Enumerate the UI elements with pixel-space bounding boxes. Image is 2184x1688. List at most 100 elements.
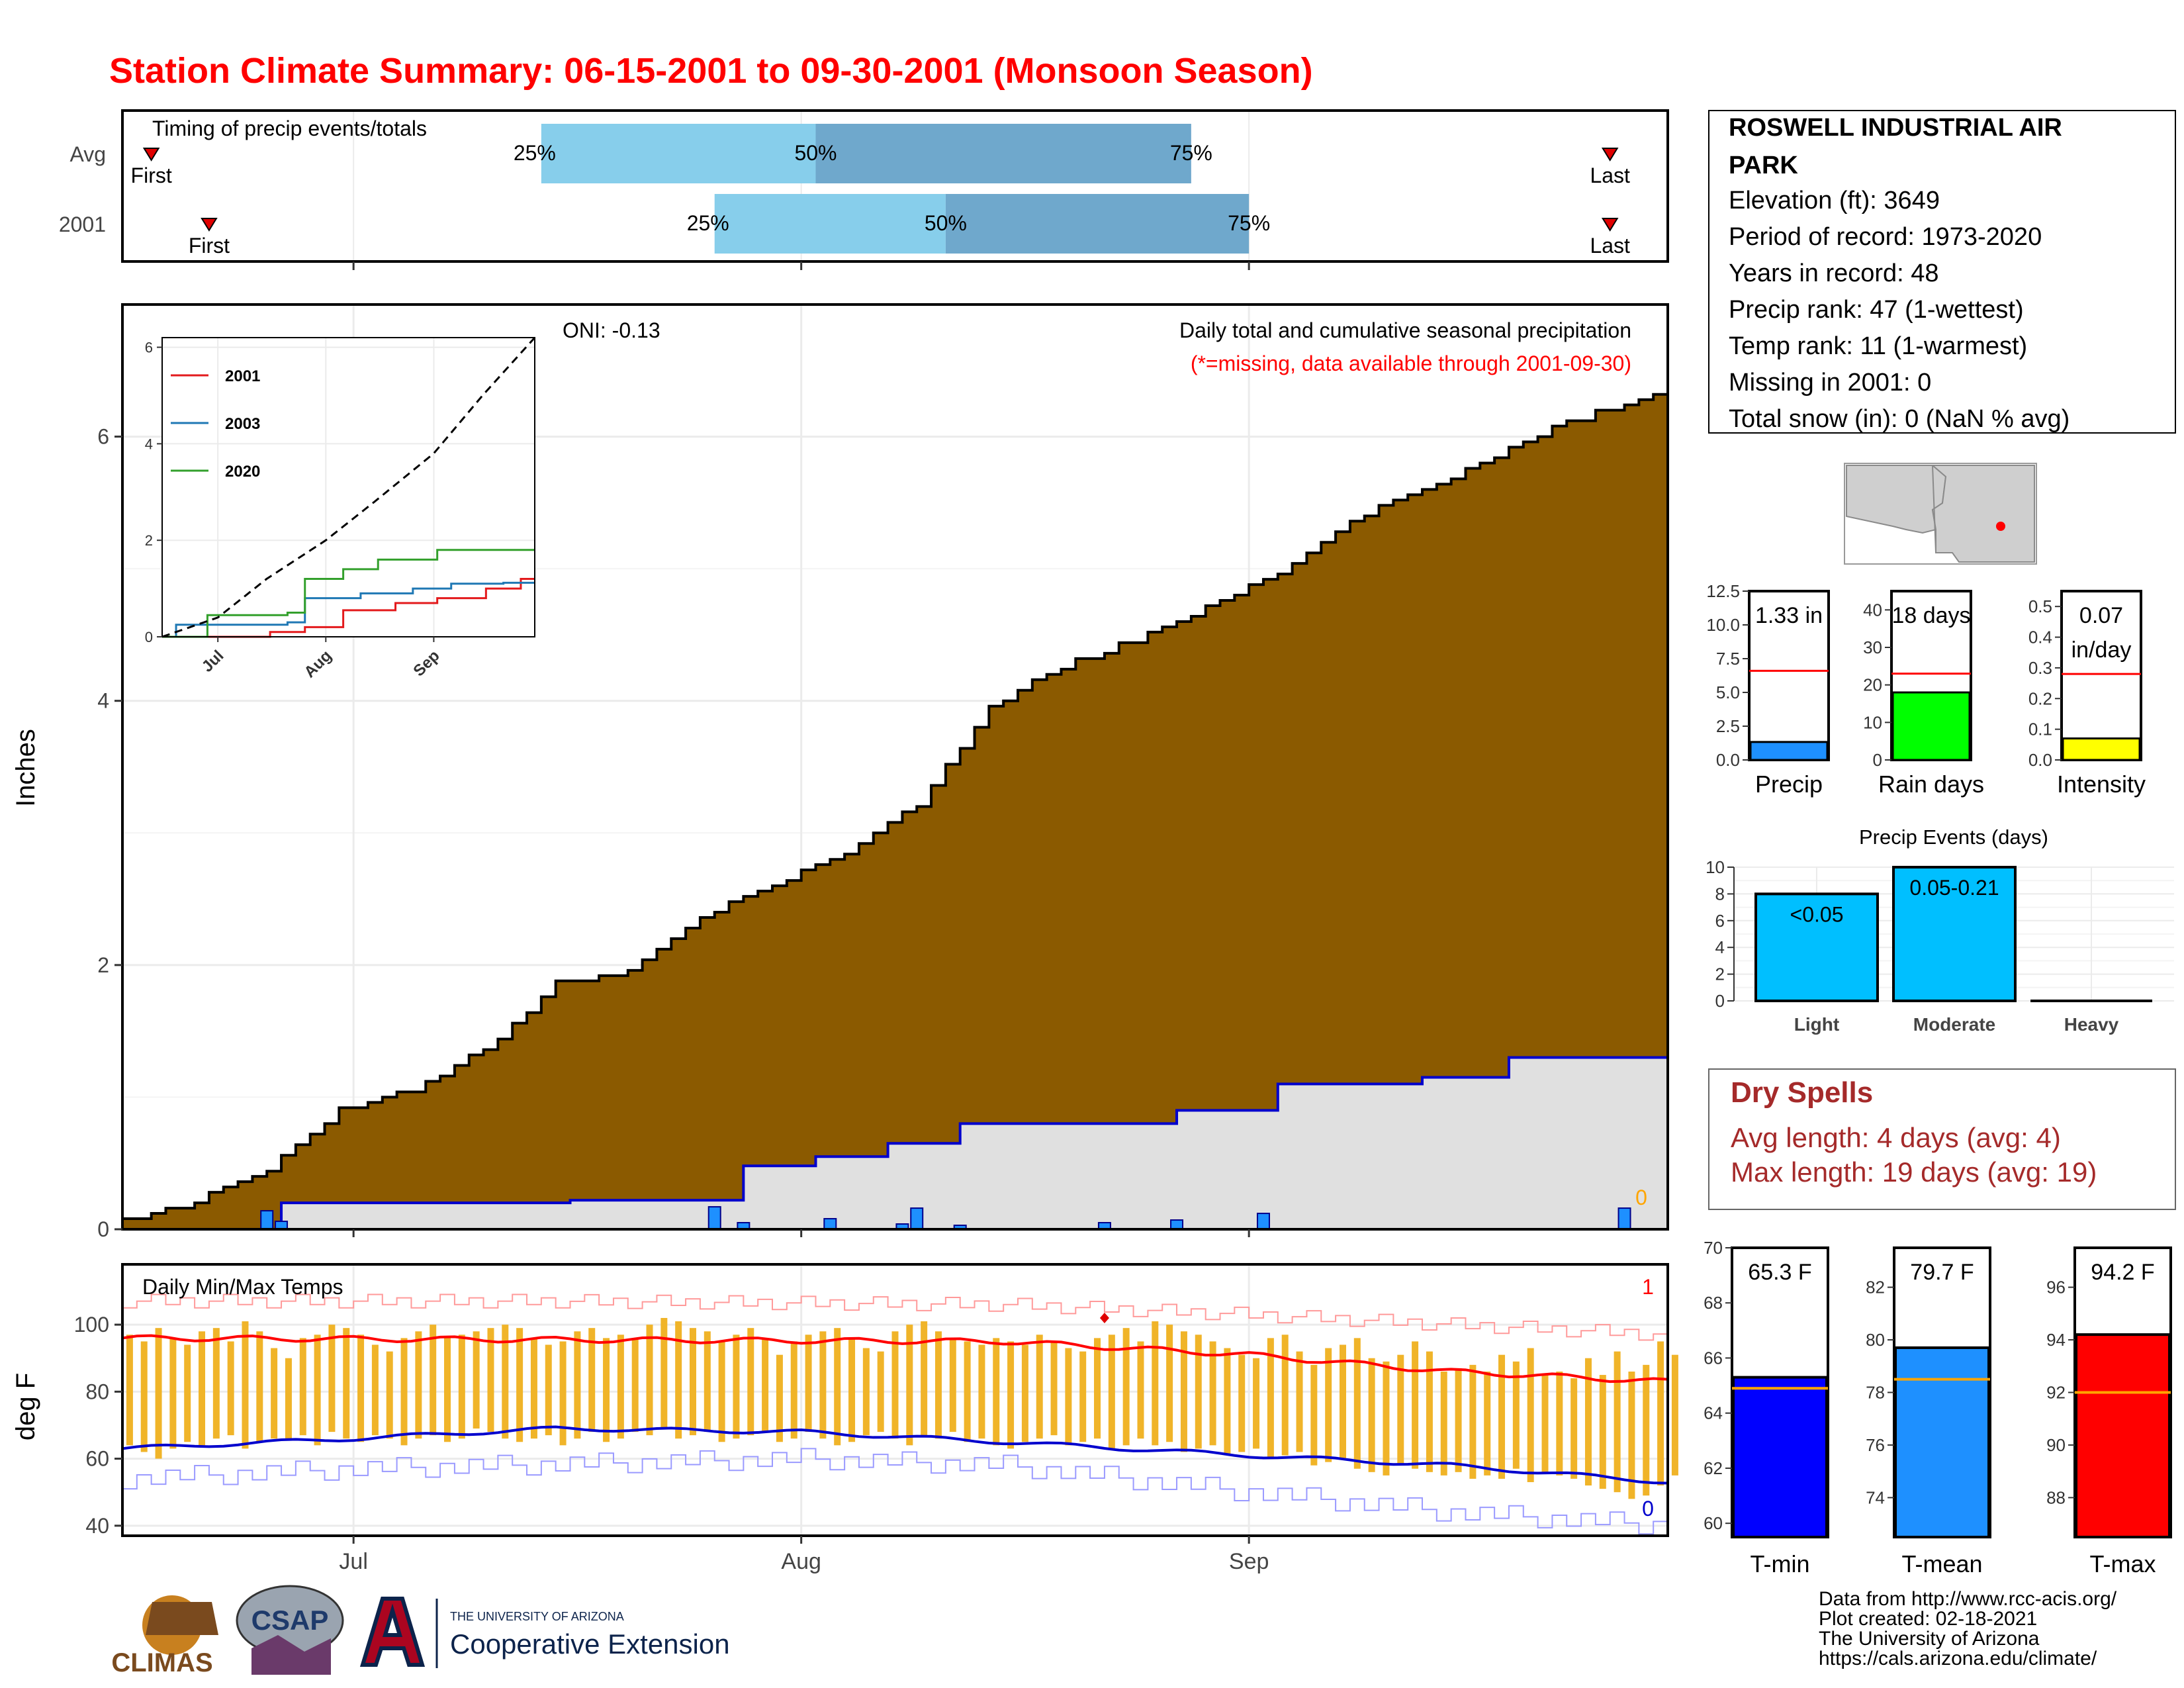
daily-temp-bar: [704, 1331, 711, 1432]
daily-temp-bar: [1209, 1341, 1216, 1446]
daily-temp-bar: [1079, 1351, 1087, 1442]
daily-temp-bar: [689, 1328, 696, 1436]
tempbar-label: T-mean: [1901, 1550, 1982, 1577]
daily-temp-bar: [1238, 1354, 1246, 1452]
events-ytick-label: 2: [1715, 964, 1725, 984]
precip-ylabel: Inches: [11, 729, 40, 807]
timing-label-q50: 50%: [794, 141, 837, 165]
daily-precip-bar: [910, 1207, 924, 1231]
minibar-ytick-label: 0.2: [2028, 688, 2052, 708]
climas-wordmark: CLIMAS: [111, 1648, 212, 1677]
precip-ytick-label: 6: [97, 425, 109, 449]
events-bar: [1754, 892, 1879, 1003]
credit-line-2: Plot created: 02-18-2021: [1819, 1608, 2037, 1630]
timing-label-q50: 50%: [925, 211, 967, 235]
daily-temp-bar: [1397, 1354, 1404, 1466]
logos: CLIMAS CSAP THE UNIVERSITY OF ARIZONA Co…: [111, 1585, 730, 1677]
daily-temp-bar: [444, 1338, 451, 1442]
station-detail-line: Period of record: 1973-2020: [1729, 223, 2042, 251]
events-title: Precip Events (days): [1859, 825, 2048, 849]
events-bar: [1892, 866, 2017, 1002]
missing-count: 0: [1635, 1186, 1647, 1209]
temp-ylabel: deg F: [11, 1373, 40, 1440]
daily-temp-bar: [1440, 1371, 1447, 1476]
inset-border: [161, 337, 535, 637]
daily-temp-bar: [314, 1335, 321, 1446]
daily-temp-bar: [1166, 1325, 1173, 1442]
tempbar-ytick-label: 80: [1866, 1330, 1885, 1350]
station-info: ROSWELL INDUSTRIAL AIR PARK Elevation (ft)…: [1708, 110, 2176, 434]
daily-temp-bar: [140, 1341, 148, 1452]
daily-temp-bar: [256, 1331, 263, 1442]
tempbar-ytick-label: 76: [1866, 1435, 1885, 1455]
daily-temp-bar: [357, 1335, 365, 1442]
temp-frame: [121, 1263, 1669, 1537]
tempbar-ytick-label: 88: [2046, 1487, 2066, 1507]
events-ytick-label: 4: [1715, 937, 1725, 957]
minibar-frame: [2060, 590, 2142, 761]
inset-series-avg: [161, 336, 536, 638]
events-ytick-label: 0: [1715, 991, 1725, 1011]
daily-temp-bar: [1570, 1378, 1578, 1479]
minibar-ytick-label: 10.0: [1706, 615, 1740, 635]
events-category-label: Light: [1794, 1014, 1839, 1035]
precip-title: Daily total and cumulative seasonal prec…: [1179, 318, 1631, 342]
station-frame: [1708, 110, 2176, 434]
cumulative-current-line: [122, 389, 1669, 1221]
minibar-value-bar: [1891, 691, 1971, 761]
daily-temp-bar: [1643, 1364, 1650, 1496]
minibar-value-text: 0.07: [2079, 603, 2123, 628]
daily-temp-bar: [949, 1338, 956, 1432]
inset-legend-label: 2003: [225, 415, 260, 433]
record-high-count: 1: [1642, 1275, 1654, 1299]
tempbar-label: T-max: [2089, 1550, 2156, 1577]
daily-temp-bar: [1383, 1361, 1390, 1476]
precip-ytick-label: 2: [97, 953, 109, 977]
daily-temp-bar: [805, 1335, 812, 1432]
daily-temp-bar: [762, 1338, 769, 1432]
daily-temp-bar: [328, 1325, 336, 1432]
daily-temp-bar: [1224, 1348, 1231, 1456]
daily-temp-bar: [1122, 1328, 1130, 1446]
events-category-label: Moderate: [1913, 1014, 1995, 1035]
record-high-marker-icon: [1099, 1312, 1109, 1323]
tempbar-ytick-label: 92: [2046, 1383, 2066, 1403]
timing-bar-q50-q75: [945, 194, 1250, 254]
daily-temp-bar: [1021, 1344, 1028, 1442]
credit-line-3: The University of Arizona: [1819, 1628, 2040, 1650]
page-title: Station Climate Summary: 06-15-2001 to 0…: [109, 51, 1313, 91]
timing-label-q75: 75%: [1170, 141, 1212, 165]
timing-label-q25: 25%: [514, 141, 556, 165]
tempbar-ytick-label: 90: [2046, 1435, 2066, 1455]
tempbar-value-text: 79.7 F: [1910, 1260, 1974, 1285]
state-border-line: [1932, 465, 1936, 553]
timing-bar-q25-q50: [541, 124, 816, 183]
daily-temp-bar: [1527, 1348, 1534, 1483]
daily-temp-bar: [1310, 1364, 1318, 1466]
daily-precip-bar: [1256, 1213, 1270, 1230]
daily-temp-bar: [1628, 1371, 1635, 1499]
record-low-line: [122, 1448, 1668, 1535]
tempbar-ytick-label: 94: [2046, 1330, 2066, 1350]
daily-temp-bar: [458, 1335, 465, 1439]
daily-temp-bar: [1498, 1354, 1506, 1479]
minibar-value-text: 1.33 in: [1755, 603, 1823, 628]
location-map: [1844, 463, 2037, 565]
minibar-ytick-label: 0.4: [2028, 628, 2052, 647]
daily-temp-bar: [921, 1321, 928, 1436]
daily-temp-bar: [386, 1351, 393, 1439]
inset-series-2003: [162, 581, 535, 638]
minibar-ytick-label: 0.1: [2028, 720, 2052, 739]
station-detail-line: Precip rank: 47 (1-wettest): [1729, 296, 2024, 324]
tempbar-ytick-label: 96: [2046, 1278, 2066, 1297]
daily-temp-bar: [1412, 1341, 1419, 1469]
station-name-line-1: ROSWELL INDUSTRIAL AIR: [1729, 114, 2062, 142]
daily-temp-bar: [675, 1321, 682, 1439]
daily-temp-bar: [1050, 1341, 1058, 1436]
daily-temp-bar: [1281, 1335, 1289, 1456]
daily-temp-bar: [1484, 1371, 1491, 1476]
daily-temp-bar: [227, 1341, 234, 1436]
daily-precip-bar: [1617, 1207, 1631, 1231]
daily-temp-bar: [1094, 1338, 1101, 1439]
daily-temp-bar: [978, 1344, 985, 1439]
